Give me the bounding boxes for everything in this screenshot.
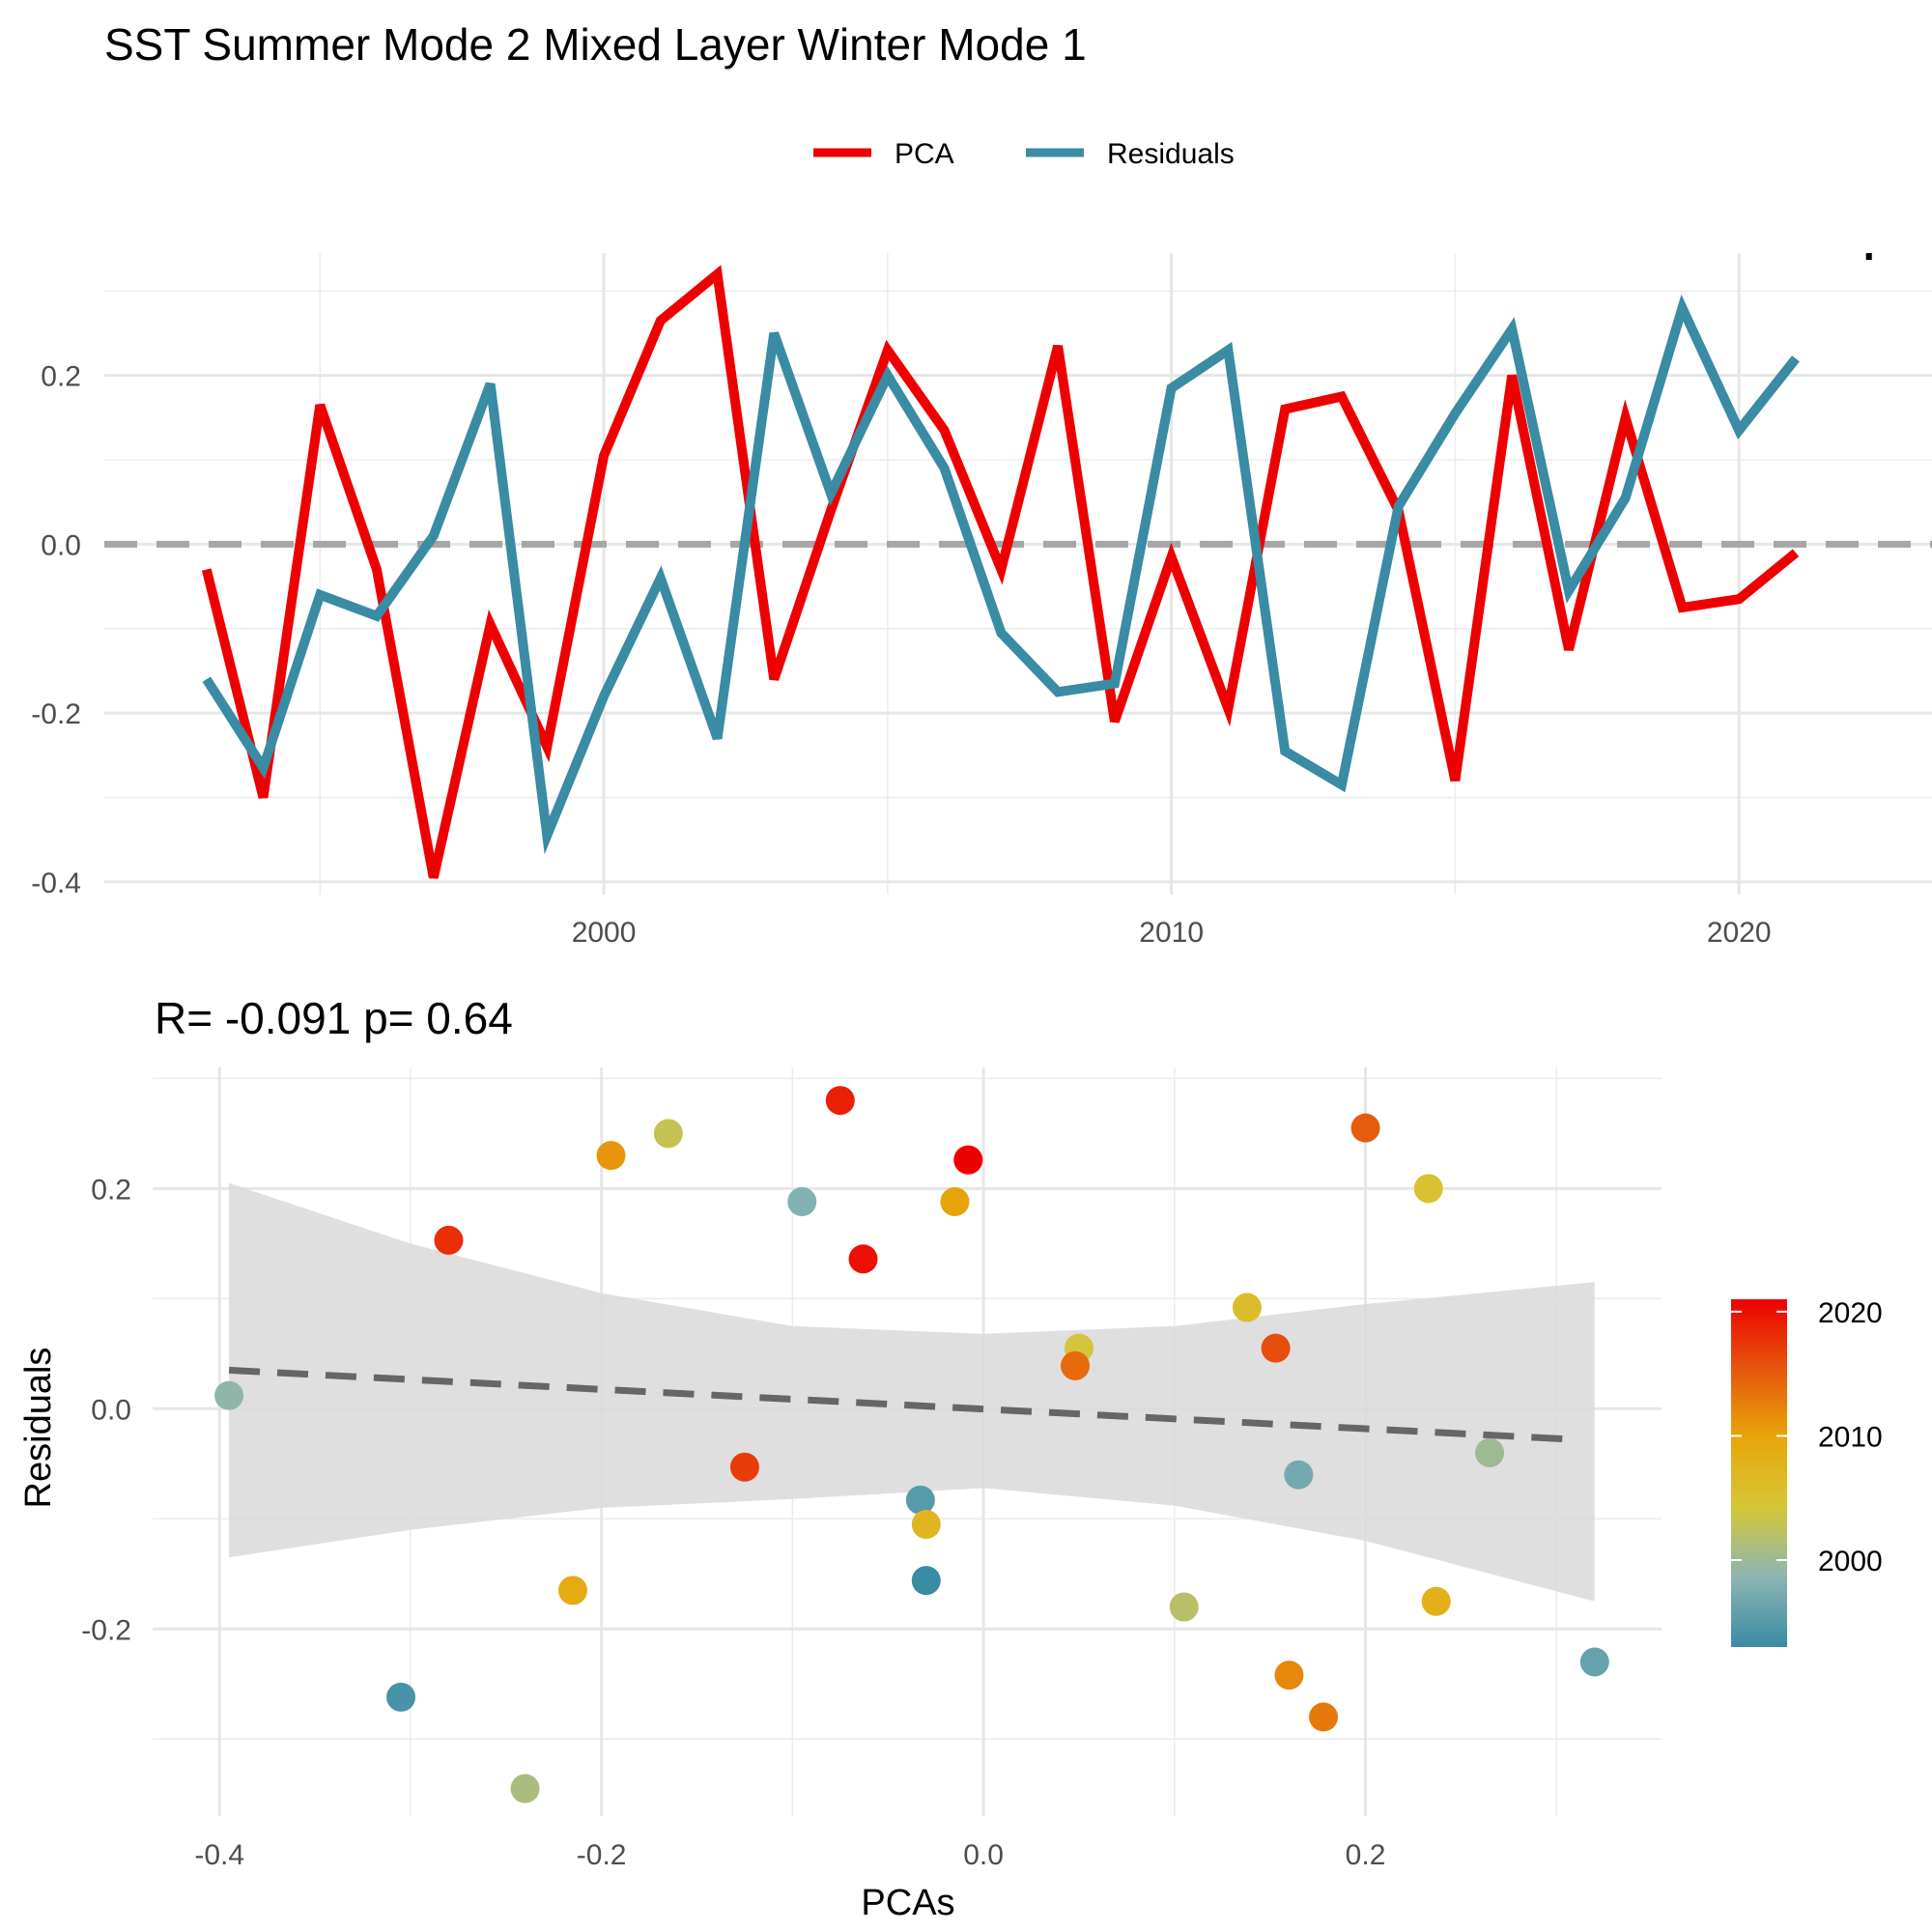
- colorbar-tick-label: 2010: [1818, 1421, 1883, 1453]
- timeseries-gridlines: [104, 253, 1932, 895]
- scatter-point: [905, 1485, 935, 1515]
- y-tick-label: -0.2: [31, 698, 81, 730]
- y-tick-label: 0.0: [41, 529, 81, 561]
- scatter-point: [1579, 1647, 1609, 1677]
- scatter-subtitle: R= -0.091 p= 0.64: [155, 993, 513, 1043]
- regression-line: [228, 1366, 1577, 1443]
- scatter-point: [386, 1682, 416, 1712]
- y-axis-title: Residuals: [18, 1348, 59, 1509]
- scatter-point: [1274, 1661, 1304, 1690]
- scatter-point: [1232, 1293, 1262, 1322]
- scatter-point: [557, 1576, 587, 1605]
- x-tick-label: -0.2: [577, 1839, 627, 1871]
- colorbar-gradient: [1731, 1299, 1787, 1647]
- scatter-point: [787, 1187, 817, 1217]
- x-tick-label: 2020: [1707, 917, 1772, 949]
- y-tick-label: 0.0: [91, 1394, 131, 1426]
- clipped-correlation-label: R= -0.091 p= 0.64: [1663, 213, 1932, 261]
- figure-title: SST Summer Mode 2 Mixed Layer Winter Mod…: [104, 19, 1087, 70]
- scatter-point: [911, 1509, 941, 1539]
- scatter-point: [940, 1187, 970, 1217]
- series-line-pca: [201, 265, 1800, 879]
- x-tick-label: 2010: [1139, 917, 1204, 949]
- legend: PCA Residuals: [813, 138, 1235, 170]
- scatter-point: [1421, 1586, 1451, 1616]
- colorbar-ticks: 2000 2010 2020: [1731, 1297, 1883, 1577]
- scatter-point: [1413, 1174, 1443, 1204]
- scatter-point: [1350, 1113, 1380, 1143]
- x-tick-label: 0.0: [963, 1839, 1004, 1871]
- legend-label-residuals: Residuals: [1107, 138, 1235, 170]
- scatter-panel: -0.4 -0.2 0.0 0.2 -0.2 0.0 0.2 PCAs Residuals: [18, 1067, 1662, 1923]
- scatter-point: [510, 1774, 540, 1804]
- series-line-residuals: [202, 294, 1800, 855]
- scatter-point: [1309, 1702, 1339, 1732]
- x-axis-title: PCAs: [861, 1883, 954, 1923]
- scatter-point: [1284, 1460, 1314, 1490]
- y-tick-label: 0.2: [41, 361, 81, 393]
- scatter-point: [911, 1566, 941, 1596]
- scatter-points: [214, 1086, 1609, 1804]
- timeseries-tick-labels: 2000 2010 2020 -0.4 -0.2 0.0 0.2: [31, 361, 1771, 949]
- scatter-point: [825, 1086, 855, 1116]
- scatter-point: [596, 1141, 626, 1171]
- scatter-point: [1261, 1333, 1291, 1363]
- scatter-point: [653, 1119, 683, 1149]
- y-tick-label: 0.2: [91, 1174, 131, 1206]
- scatter-point: [434, 1225, 464, 1255]
- legend-label-pca: PCA: [895, 138, 954, 170]
- x-tick-label: -0.4: [194, 1839, 244, 1871]
- colorbar-tick-label: 2020: [1818, 1297, 1883, 1329]
- y-tick-label: -0.4: [31, 867, 81, 899]
- scatter-point: [848, 1244, 878, 1274]
- colorbar: 2000 2010 2020: [1731, 1297, 1883, 1647]
- colorbar-tick-label: 2000: [1818, 1546, 1883, 1577]
- scatter-point: [1475, 1437, 1505, 1467]
- scatter-point: [953, 1145, 983, 1175]
- scatter-point: [214, 1380, 244, 1410]
- x-tick-label: 2000: [572, 917, 637, 949]
- scatter-tick-labels: -0.4 -0.2 0.0 0.2 -0.2 0.0 0.2: [81, 1174, 1385, 1871]
- y-tick-label: -0.2: [81, 1614, 131, 1646]
- timeseries-panel: 2000 2010 2020 -0.4 -0.2 0.0 0.2 R= -0.091 p= …: [31, 213, 1932, 949]
- x-tick-label: 0.2: [1346, 1839, 1386, 1871]
- scatter-point: [1169, 1592, 1199, 1622]
- confidence-band: [229, 1182, 1595, 1602]
- scatter-point: [729, 1452, 759, 1482]
- scatter-point: [1060, 1350, 1090, 1380]
